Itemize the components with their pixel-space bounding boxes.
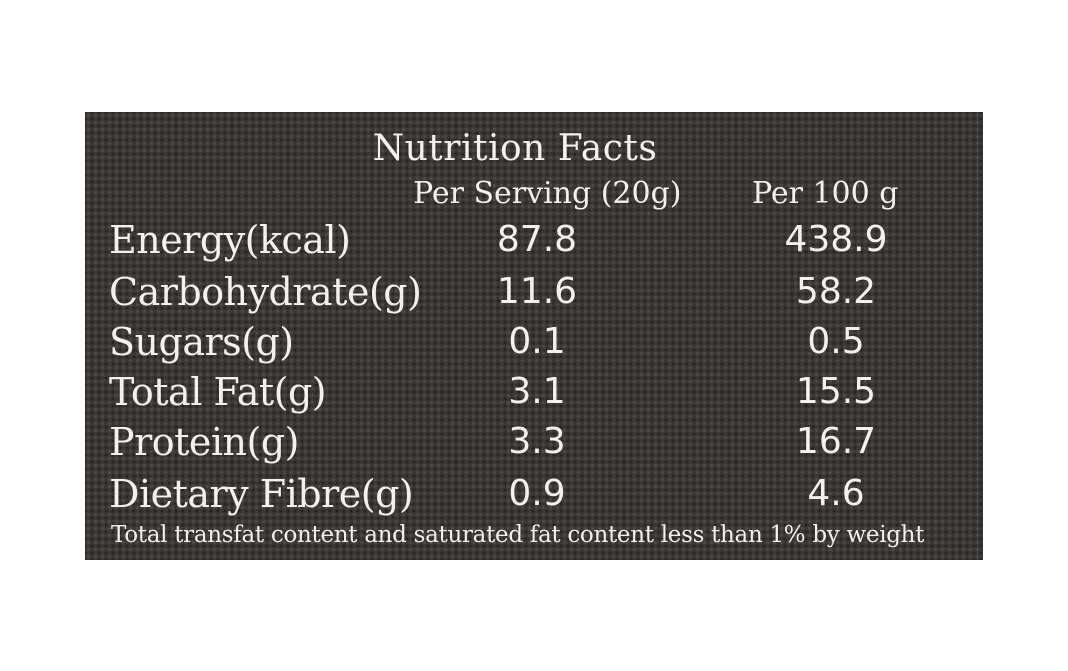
nutrient-label: Protein(g) [109, 420, 299, 464]
per-100g-value: 15.5 [795, 371, 877, 412]
nutrient-row-protein: Protein(g) 3.3 16.7 [85, 416, 983, 468]
per-serving-value: 3.3 [508, 421, 566, 462]
nutrient-row-total-fat: Total Fat(g) 3.1 15.5 [85, 366, 983, 418]
nutrition-facts-title: Nutrition Facts [372, 128, 658, 169]
per-serving-value: 11.6 [496, 271, 578, 312]
nutrient-row-carbohydrate: Carbohydrate(g) 11.6 58.2 [85, 266, 983, 318]
per-serving-value: 0.1 [508, 321, 566, 362]
per-100g-value: 4.6 [807, 473, 865, 514]
per-serving-value: 3.1 [508, 371, 566, 412]
footnote: Total transfat content and saturated fat… [111, 522, 925, 548]
nutrient-row-energy: Energy(kcal) 87.8 438.9 [85, 214, 983, 266]
nutrient-label: Dietary Fibre(g) [109, 472, 414, 516]
per-serving-value: 87.8 [496, 219, 578, 260]
per-100g-value: 0.5 [807, 321, 865, 362]
nutrient-label: Carbohydrate(g) [109, 270, 422, 314]
nutrient-row-sugars: Sugars(g) 0.1 0.5 [85, 316, 983, 368]
nutrient-label: Energy(kcal) [109, 218, 351, 262]
nutrient-row-dietary-fibre: Dietary Fibre(g) 0.9 4.6 [85, 468, 983, 520]
per-100g-value: 438.9 [784, 219, 888, 260]
nutrition-facts-panel: Nutrition Facts Per Serving (20g) Per 10… [85, 112, 983, 560]
nutrient-label: Sugars(g) [109, 320, 294, 364]
per-serving-value: 0.9 [508, 473, 566, 514]
per-100g-header: Per 100 g [752, 176, 899, 211]
per-100g-value: 58.2 [795, 271, 877, 312]
per-100g-value: 16.7 [795, 421, 877, 462]
per-serving-header: Per Serving (20g) [413, 176, 682, 211]
nutrient-label: Total Fat(g) [109, 370, 327, 414]
